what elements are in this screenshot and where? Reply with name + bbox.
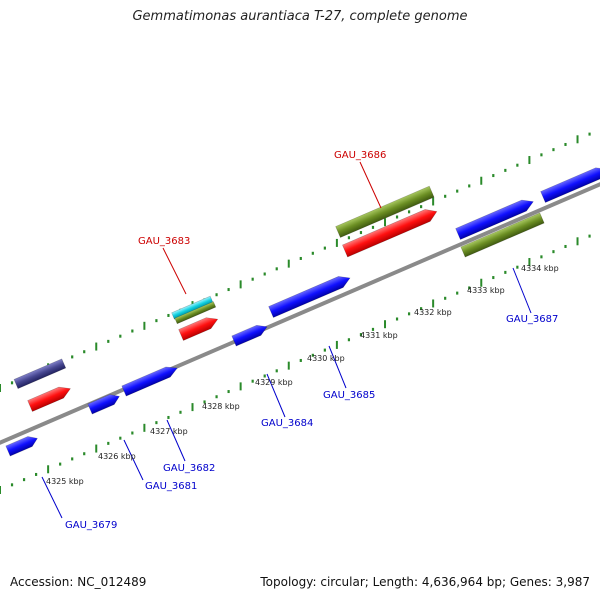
gene-blue-bottom[interactable]: [5, 433, 40, 457]
outer-tick-track: [0, 132, 591, 392]
gene-red-mid[interactable]: [178, 314, 220, 341]
gene-blue-b[interactable]: [121, 363, 180, 397]
feature-layer: [5, 164, 600, 457]
leader-gau-3681: [123, 439, 144, 481]
scale-label-4330: 4330 kbp: [307, 354, 345, 363]
gene-blue-a[interactable]: [87, 391, 122, 415]
gene-label-gau-3681[interactable]: GAU_3681: [145, 481, 197, 492]
scale-label-4333: 4333 kbp: [467, 286, 505, 295]
scale-label-4326: 4326 kbp: [98, 452, 136, 461]
feature-navy-left[interactable]: [13, 358, 67, 389]
gene-label-gau-3682[interactable]: GAU_3682: [163, 463, 215, 474]
scale-label-4332: 4332 kbp: [414, 308, 452, 317]
accession-text: Accession: NC_012489: [10, 575, 147, 589]
leader-gau-3687: [512, 267, 532, 314]
gene-label-gau-3687[interactable]: GAU_3687: [506, 314, 558, 325]
gene-label-gau-3684[interactable]: GAU_3684: [261, 418, 313, 429]
gene-label-gau-3685[interactable]: GAU_3685: [323, 390, 375, 401]
map-title: Gemmatimonas aurantiaca T-27, complete g…: [132, 9, 468, 24]
feature-olive-top[interactable]: [335, 185, 435, 238]
gene-blue-c[interactable]: [231, 322, 269, 347]
scale-label-4329: 4329 kbp: [255, 378, 293, 387]
leader-gau-3683: [162, 247, 187, 295]
gene-label-gau-3679[interactable]: GAU_3679: [65, 520, 117, 531]
inner-tick-track: [0, 234, 591, 494]
gene-red-top[interactable]: [342, 205, 439, 258]
gene-blue-f[interactable]: [540, 164, 600, 203]
scale-label-4331: 4331 kbp: [360, 331, 398, 340]
leader-gau-3686: [359, 161, 382, 209]
gene-blue-e[interactable]: [455, 196, 536, 240]
scale-label-4334: 4334 kbp: [521, 264, 559, 273]
scale-label-4327: 4327 kbp: [150, 427, 188, 436]
leader-gau-3679: [41, 476, 63, 519]
gene-label-gau-3686[interactable]: GAU_3686: [334, 150, 386, 161]
gene-blue-d[interactable]: [268, 272, 353, 318]
label-leaders: [41, 161, 532, 519]
feature-olive-small[interactable]: [174, 301, 217, 325]
leader-gau-3685: [328, 345, 347, 389]
gene-label-gau-3683[interactable]: GAU_3683: [138, 236, 190, 247]
feature-olive-right[interactable]: [460, 212, 545, 258]
genome-summary-text: Topology: circular; Length: 4,636,964 bp…: [260, 575, 590, 589]
leader-gau-3682: [166, 419, 186, 462]
leader-gau-3684: [266, 373, 286, 418]
scale-label-4328: 4328 kbp: [202, 402, 240, 411]
gene-red-left[interactable]: [27, 383, 73, 412]
scale-label-4325: 4325 kbp: [46, 477, 84, 486]
